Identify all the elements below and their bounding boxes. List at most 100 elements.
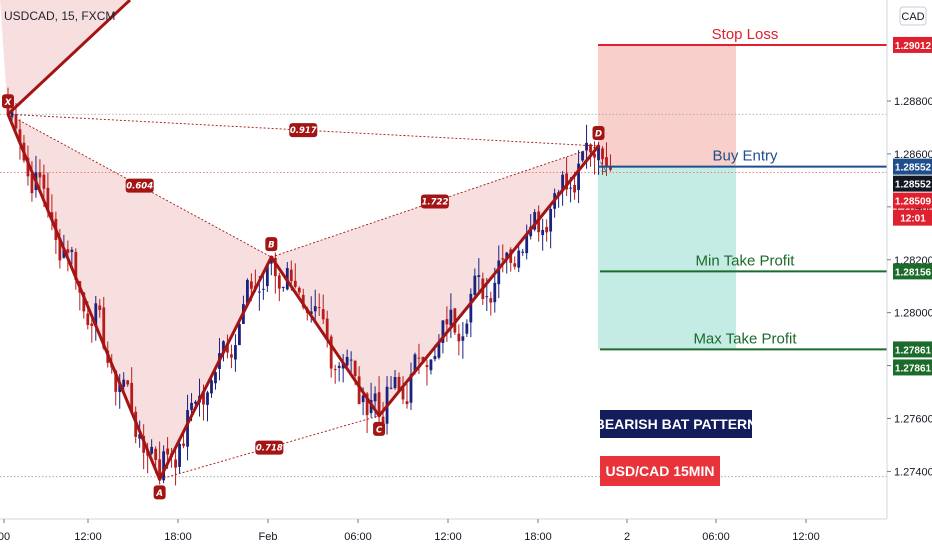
candle [329, 334, 333, 378]
price-tag-bg [893, 359, 932, 376]
level-label: Max Take Profit [693, 330, 797, 347]
time-tick-label: 12:00 [74, 531, 102, 543]
candle-body [90, 323, 94, 326]
candle-body [281, 286, 285, 288]
chart-title: USDCAD, 15, FXCM [4, 9, 115, 23]
price-tag-bg [893, 263, 932, 280]
candle [238, 322, 241, 346]
candle [162, 445, 166, 484]
candle [122, 372, 126, 391]
candle-body [325, 318, 329, 339]
candle-body [70, 249, 74, 252]
price-tag: 1.27861 [893, 341, 932, 358]
candle-body [561, 174, 565, 192]
price-tag-bg [893, 36, 932, 53]
candle [477, 258, 481, 295]
candle [577, 150, 580, 204]
pattern-point-X: X [2, 94, 14, 109]
pattern-point-B: B [265, 237, 278, 252]
ratio-label-XD: 0.917 [289, 123, 318, 138]
candle-body [457, 333, 461, 342]
time-tick-label: 18:00 [164, 531, 192, 543]
candle-body [317, 307, 321, 309]
price-axis: 1.288001.286001.284001.282001.280001.278… [886, 0, 932, 550]
candle-body [545, 226, 549, 233]
level-max-take-profit[interactable]: Max Take Profit [600, 330, 887, 351]
candle [549, 206, 553, 249]
candle-body [301, 294, 305, 308]
candle [174, 446, 177, 486]
prior-leg-line [6, 0, 132, 116]
candle [541, 218, 545, 251]
candle [281, 286, 285, 292]
candle-body [62, 248, 66, 258]
candle [150, 439, 154, 456]
candle-body [66, 249, 70, 253]
level-label: Min Take Profit [696, 252, 796, 269]
candle-body [593, 153, 596, 158]
candle-body [230, 354, 233, 358]
price-tag: 1.29012 [893, 36, 932, 53]
candle [545, 219, 549, 242]
candle-body [14, 114, 18, 129]
candle [230, 344, 233, 369]
time-tick-label: 06:00 [344, 531, 372, 543]
candle [38, 159, 42, 193]
pattern-point-bg [265, 237, 278, 252]
candlesticks [6, 87, 612, 486]
candle-body [234, 345, 237, 360]
candle [349, 351, 353, 374]
pattern-point-A: A [153, 485, 166, 500]
stop-loss-zone [598, 44, 736, 167]
candle-body [289, 269, 293, 281]
currency-badge[interactable]: CAD [899, 6, 927, 26]
pattern-leg-BC [269, 255, 381, 418]
time-tick-label: 12:00 [792, 531, 820, 543]
price-tag-label: 1.28509 [895, 197, 932, 208]
level-min-take-profit[interactable]: Min Take Profit [600, 252, 887, 273]
candle [30, 161, 34, 202]
candle [501, 244, 505, 273]
candle-body [377, 392, 381, 416]
candle [449, 293, 453, 338]
candle-body [202, 392, 205, 405]
level-buy-entry[interactable]: Buy Entry [598, 148, 887, 168]
candle [206, 390, 209, 422]
candle-body [437, 342, 441, 358]
candle-body [473, 275, 477, 295]
candle-body [206, 392, 209, 405]
candle-body [489, 298, 493, 303]
candle [465, 319, 469, 337]
candle-body [581, 151, 584, 161]
time-tick-label: 18:00 [524, 531, 552, 543]
level-stop-loss[interactable]: Stop Loss [598, 26, 887, 46]
level-label: Stop Loss [712, 26, 779, 43]
candle-body [597, 145, 600, 161]
price-tag-bg [893, 192, 932, 209]
candle [513, 256, 517, 270]
price-tag: 1.28156 [893, 263, 932, 280]
candle [533, 209, 537, 232]
pattern-point-bg [153, 485, 166, 500]
price-tag-bg [893, 341, 932, 358]
candle-body [433, 356, 437, 360]
price-tag: 1.28509 [893, 192, 932, 209]
pattern-leg-XA [6, 112, 162, 481]
candle-body [42, 174, 46, 189]
candle-body [190, 402, 193, 410]
candle [521, 248, 525, 256]
candle [70, 246, 74, 265]
candle-body [297, 287, 301, 293]
candle [273, 252, 277, 294]
price-tick-label: 1.28600 [894, 149, 932, 161]
ratio-label-bg [125, 178, 154, 193]
candle-body [265, 264, 269, 287]
price-tick-label: 1.27600 [894, 413, 932, 425]
candle-body [357, 376, 361, 405]
candle-body [337, 365, 341, 369]
price-tag-label: 1.28552 [895, 180, 932, 191]
candle-body [249, 281, 253, 289]
candle-body [38, 172, 42, 178]
candle-body [353, 360, 357, 377]
